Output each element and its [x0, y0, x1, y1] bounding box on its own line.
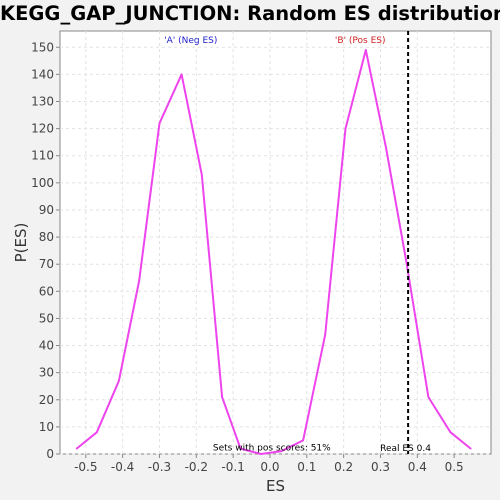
data-point	[344, 127, 347, 130]
x-tick-label: -0.1	[221, 460, 244, 474]
y-tick-label: 110	[31, 149, 54, 163]
y-tick-label: 40	[39, 339, 54, 353]
annotation-1: 'B' (Pos ES)	[335, 36, 386, 46]
es-distribution-line	[75, 49, 472, 455]
y-tick-label: 150	[31, 40, 54, 54]
data-point	[221, 396, 223, 398]
y-tick-label: 90	[39, 203, 54, 217]
data-point	[75, 447, 78, 450]
y-tick-label: 10	[39, 420, 54, 434]
x-tick-label: 0.3	[371, 460, 390, 474]
x-tick-label: 0.0	[260, 460, 279, 474]
data-point	[118, 379, 120, 382]
y-axis-label: P(ES)	[12, 223, 30, 263]
y-tick-label: 140	[31, 67, 54, 81]
data-point	[385, 146, 387, 149]
data-point	[324, 333, 327, 336]
data-point	[180, 73, 183, 76]
chart-title: KEGG_GAP_JUNCTION: Random ES distributio…	[0, 2, 500, 25]
x-tick-label: 0.2	[334, 460, 353, 474]
y-tick-label: 80	[39, 230, 54, 244]
y-tick-label: 20	[39, 393, 54, 407]
data-point	[427, 396, 430, 398]
data-point	[280, 450, 282, 453]
annotation-2: Sets with pos scores: 51%	[213, 444, 331, 454]
y-tick-label: 30	[39, 366, 54, 380]
y-tick-label: 0	[46, 447, 54, 461]
data-point	[201, 173, 203, 176]
x-tick-label: -0.4	[111, 460, 134, 474]
x-tick-label: 0.4	[408, 460, 427, 474]
x-axis-label: ES	[266, 477, 285, 495]
x-tick-label: 0.1	[297, 460, 316, 474]
y-tick-label: 50	[39, 311, 54, 325]
data-point	[302, 439, 304, 442]
data-point	[96, 431, 98, 434]
x-tick-label: -0.2	[185, 460, 208, 474]
data-point	[405, 260, 408, 263]
y-tick-label: 100	[31, 176, 54, 190]
data-point	[239, 447, 242, 450]
data-point	[138, 279, 141, 282]
y-tick-label: 130	[31, 95, 54, 109]
x-tick-label: -0.5	[74, 460, 97, 474]
annotation-0: 'A' (Neg ES)	[164, 36, 217, 46]
x-tick-label: -0.3	[148, 460, 171, 474]
data-point	[449, 431, 452, 434]
x-tick-label: 0.5	[445, 460, 464, 474]
y-tick-label: 70	[39, 257, 54, 271]
data-point	[364, 49, 367, 51]
data-point	[259, 453, 262, 455]
data-point	[469, 447, 472, 450]
y-tick-label: 120	[31, 122, 54, 136]
real-es-label: Real ES 0.4	[380, 444, 431, 454]
data-point	[158, 122, 161, 124]
y-tick-label: 60	[39, 284, 54, 298]
plot-area	[59, 30, 492, 455]
